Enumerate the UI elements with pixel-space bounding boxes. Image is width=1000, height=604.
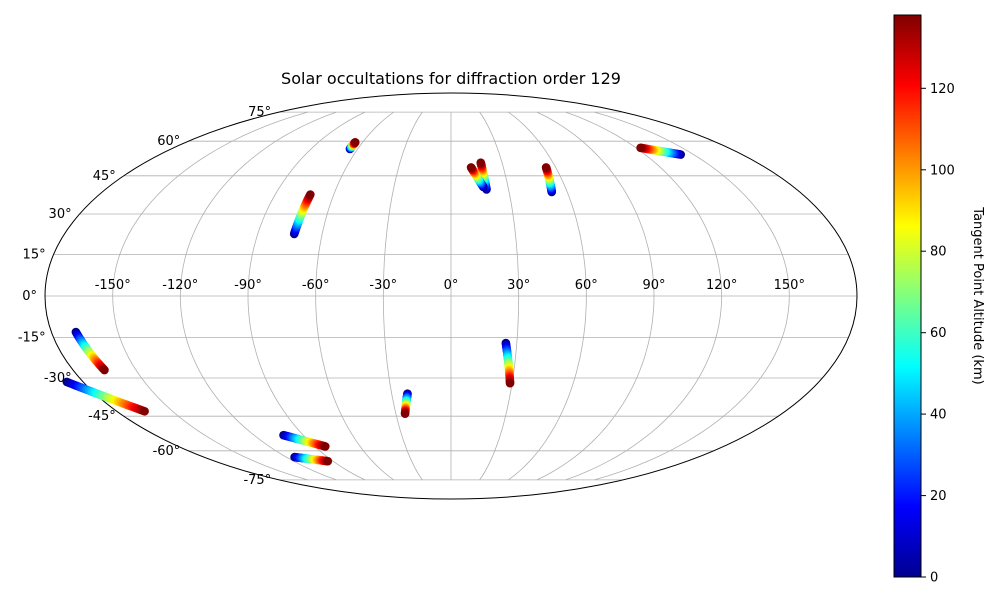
occultation-point xyxy=(140,406,149,416)
latitude-tick-label: 75° xyxy=(248,105,271,120)
colorbar-tick-label: 20 xyxy=(930,489,947,504)
longitude-tick-label: -90° xyxy=(234,278,262,293)
longitude-tick-labels: -150° -120° -90° -60° -30° 0° 30° 60° 90° 120° 150… xyxy=(95,278,805,293)
colorbar-ticks: 0 20 40 60 80 100 120 xyxy=(921,82,955,586)
occultation-point xyxy=(320,442,330,451)
latitude-tick-label: -30° xyxy=(44,371,72,386)
graticule xyxy=(45,111,857,481)
map-boundary xyxy=(44,92,858,500)
colorbar: 0 20 40 60 80 100 120 Tangent Point Altitude (… xyxy=(893,14,985,586)
colorbar-tick-label: 100 xyxy=(930,163,955,178)
longitude-tick-label: -60° xyxy=(302,278,330,293)
latitude-tick-label: -60° xyxy=(153,444,181,459)
longitude-tick-label: 90° xyxy=(642,278,665,293)
colorbar-label: Tangent Point Altitude (km) xyxy=(970,206,985,384)
latitude-tick-label: 30° xyxy=(49,207,72,222)
longitude-tick-label: -120° xyxy=(162,278,198,293)
occultation-point xyxy=(323,456,333,466)
occultation-point xyxy=(400,409,410,419)
colorbar-tick-label: 0 xyxy=(930,571,938,586)
occultation-point xyxy=(541,163,551,172)
colorbar-tick-label: 40 xyxy=(930,408,947,423)
colorbar-gradient xyxy=(893,14,922,578)
longitude-tick-label: 30° xyxy=(507,278,530,293)
colorbar-tick-label: 80 xyxy=(930,245,947,260)
occultation-point xyxy=(306,190,315,199)
occultation-point xyxy=(466,163,476,172)
latitude-tick-label: 60° xyxy=(157,134,180,149)
longitude-tick-label: 150° xyxy=(774,278,805,293)
latitude-tick-label: -15° xyxy=(18,331,46,346)
colorbar-tick-label: 60 xyxy=(930,326,947,341)
latitude-tick-label: -45° xyxy=(88,409,116,424)
longitude-tick-label: 120° xyxy=(706,278,737,293)
occultation-point xyxy=(100,365,109,375)
longitude-tick-label: 60° xyxy=(575,278,598,293)
latitude-tick-label: -75° xyxy=(243,473,271,488)
occultation-point xyxy=(636,143,645,153)
latitude-tick-label: 15° xyxy=(23,247,46,262)
occultation-point xyxy=(350,138,360,147)
latitude-tick-label: 0° xyxy=(22,289,37,304)
longitude-tick-label: 0° xyxy=(444,278,459,293)
longitude-tick-label: -30° xyxy=(369,278,397,293)
colorbar-tick-label: 120 xyxy=(930,82,955,97)
occultation-point xyxy=(476,158,486,167)
chart-title: Solar occultations for diffraction order… xyxy=(281,69,621,88)
occultation-points xyxy=(62,138,686,466)
latitude-tick-labels: 75° 60° 45° 30° 15° 0° -15° -30° -45° -60° -75° xyxy=(18,105,271,488)
occultation-point xyxy=(505,378,515,388)
longitude-tick-label: -150° xyxy=(95,278,131,293)
latitude-tick-label: 45° xyxy=(93,169,116,184)
